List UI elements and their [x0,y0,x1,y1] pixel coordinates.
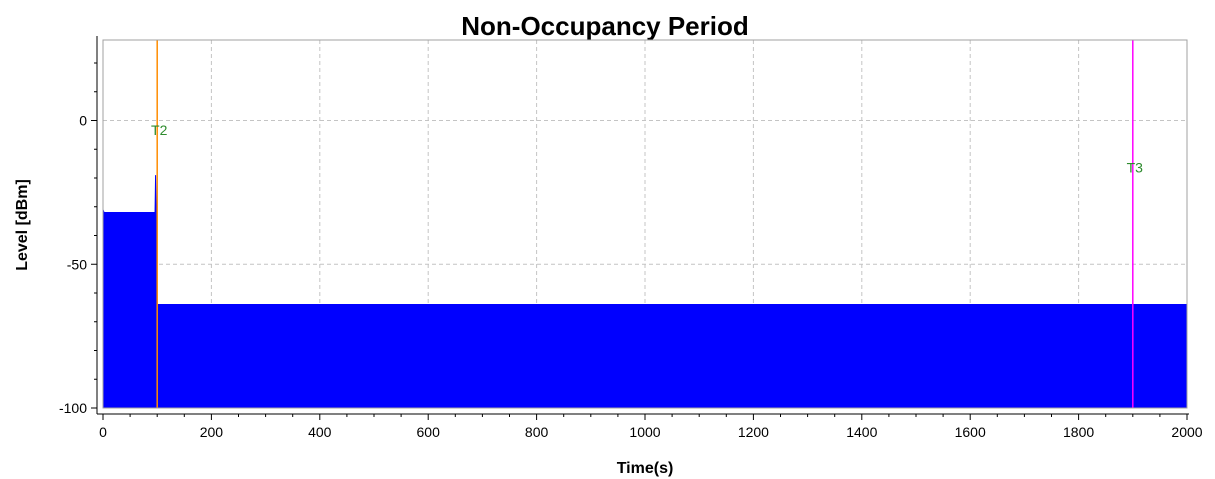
markers: T2 T3 [151,40,1143,408]
x-tick-label: 1800 [1063,424,1094,440]
x-tick-label: 400 [308,424,332,440]
x-tick-label: 200 [200,424,224,440]
x-ticks: 0 200 400 600 800 1000 1200 1400 1600 1800 2000 [99,414,1203,440]
plot-frame [102,39,1188,409]
y-tick-label: -50 [67,256,87,272]
y-axis-label: Level [dBm] [14,179,31,271]
grid [103,40,1187,408]
y-tick-label: 0 [79,113,87,129]
marker-label: T2 [151,122,168,138]
x-tick-label: 1200 [738,424,769,440]
x-tick-label: 1000 [629,424,660,440]
x-tick-label: 1400 [846,424,877,440]
x-axis-label: Time(s) [617,460,674,477]
chart-title: Non-Occupancy Period [461,11,749,41]
x-tick-label: 600 [417,424,441,440]
x-tick-label: 1600 [955,424,986,440]
y-tick-label: -100 [59,400,87,416]
x-tick-label: 0 [99,424,107,440]
x-tick-label: 2000 [1171,424,1202,440]
marker-label: T3 [1127,159,1144,175]
y-ticks: -100 -50 0 [59,62,97,416]
x-tick-label: 800 [525,424,549,440]
